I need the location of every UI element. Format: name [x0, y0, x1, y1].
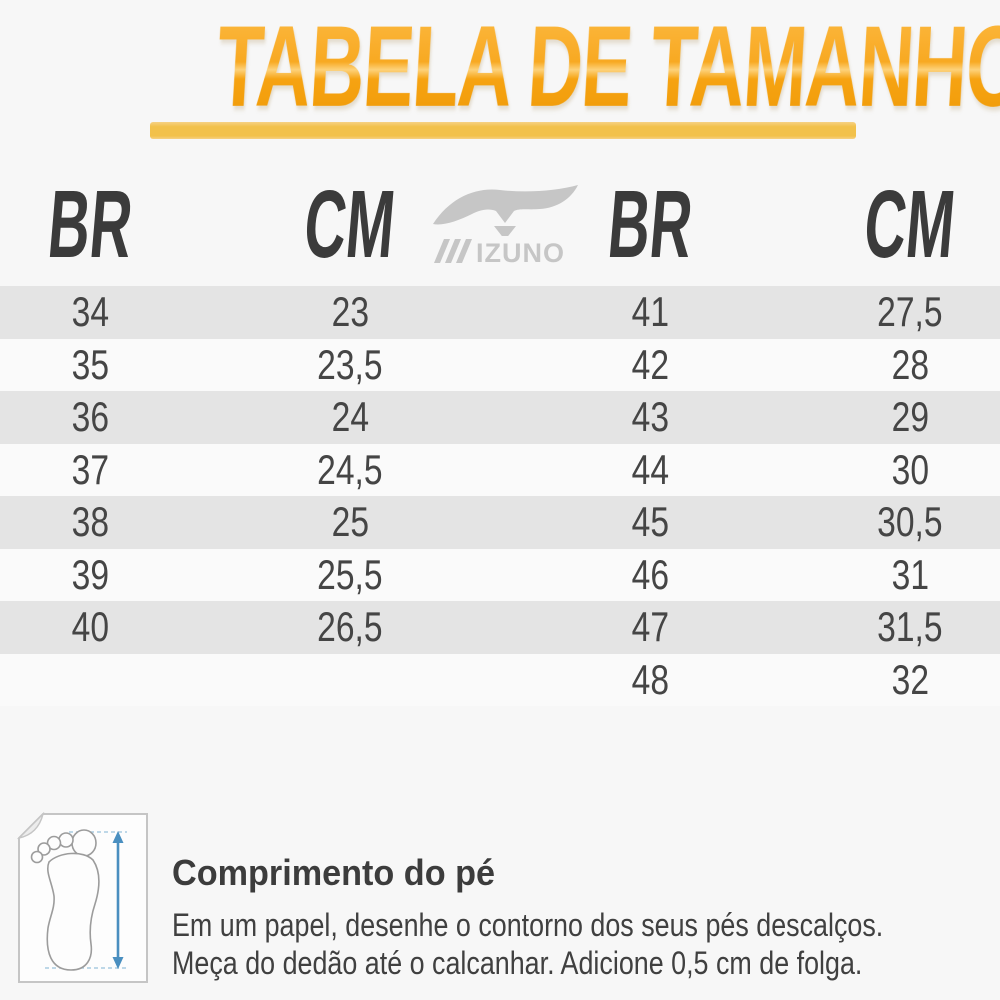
cm-size: 25,5: [317, 550, 383, 598]
page-title-wrap: TABELA DE TAMANHOS: [0, 3, 1000, 131]
mizuno-logo: IZUNO: [420, 184, 590, 265]
br-size: 40: [71, 603, 109, 650]
br-size: 46: [631, 550, 669, 598]
mizuno-wordmark: IZUNO: [434, 238, 565, 265]
mizuno-runbird-icon: [433, 185, 578, 236]
cm-size: 23: [331, 288, 369, 335]
br-size: 45: [631, 498, 669, 545]
br-size: 38: [71, 498, 109, 545]
foot-measure-icon: [16, 811, 150, 989]
page-title: TABELA DE TAMANHOS: [214, 3, 1000, 131]
table-row: 48 32: [0, 653, 1000, 706]
br-size: 43: [631, 393, 669, 440]
title-underline: [150, 122, 856, 139]
br-size: 37: [71, 445, 109, 493]
br-size: 35: [71, 340, 109, 388]
instructions-heading: Comprimento do pé: [172, 852, 495, 893]
cm-size: 27,5: [877, 288, 943, 335]
table-row: 38 25 45 30,5: [0, 496, 1000, 549]
br-size: 34: [71, 288, 109, 335]
header-br-left: BR: [43, 171, 137, 278]
size-table: 34 23 41 27,5 35 23,5 42 28 36 24 43 29 …: [0, 286, 1000, 706]
cm-size: 25: [331, 498, 369, 545]
cm-size: 28: [891, 340, 929, 388]
cm-size: 30: [891, 445, 929, 493]
mizuno-wordmark-text: IZUNO: [476, 238, 565, 265]
table-row: 37 24,5 44 30: [0, 443, 1000, 496]
cm-size: 24,5: [317, 445, 383, 493]
cm-size: 30,5: [877, 498, 943, 545]
cm-size: 31: [891, 550, 929, 598]
table-row: 35 23,5 42 28: [0, 338, 1000, 391]
cm-size: 32: [891, 655, 929, 703]
cm-size: 29: [891, 393, 929, 440]
br-size: 44: [631, 445, 669, 493]
table-row: 36 24 43 29: [0, 391, 1000, 444]
cm-size: 24: [331, 393, 369, 440]
instructions-line-1: Em um papel, desenhe o contorno dos seus…: [172, 907, 884, 943]
table-row: 34 23 41 27,5: [0, 286, 1000, 339]
br-size: 47: [631, 603, 669, 650]
br-size: 36: [71, 393, 109, 440]
br-size: 41: [631, 288, 669, 335]
instructions-body: Em um papel, desenhe o contorno dos seus…: [172, 906, 1000, 982]
cm-size: 26,5: [317, 603, 383, 650]
br-size: 39: [71, 550, 109, 598]
table-row: 40 26,5 47 31,5: [0, 601, 1000, 654]
br-size: 48: [631, 655, 669, 703]
instructions-line-2: Meça do dedão até o calcanhar. Adicione …: [172, 945, 863, 981]
header-cm-right: CM: [860, 171, 960, 278]
table-row: 39 25,5 46 31: [0, 548, 1000, 601]
cm-size: 31,5: [877, 603, 943, 650]
br-size: 42: [631, 340, 669, 388]
cm-size: 23,5: [317, 340, 383, 388]
